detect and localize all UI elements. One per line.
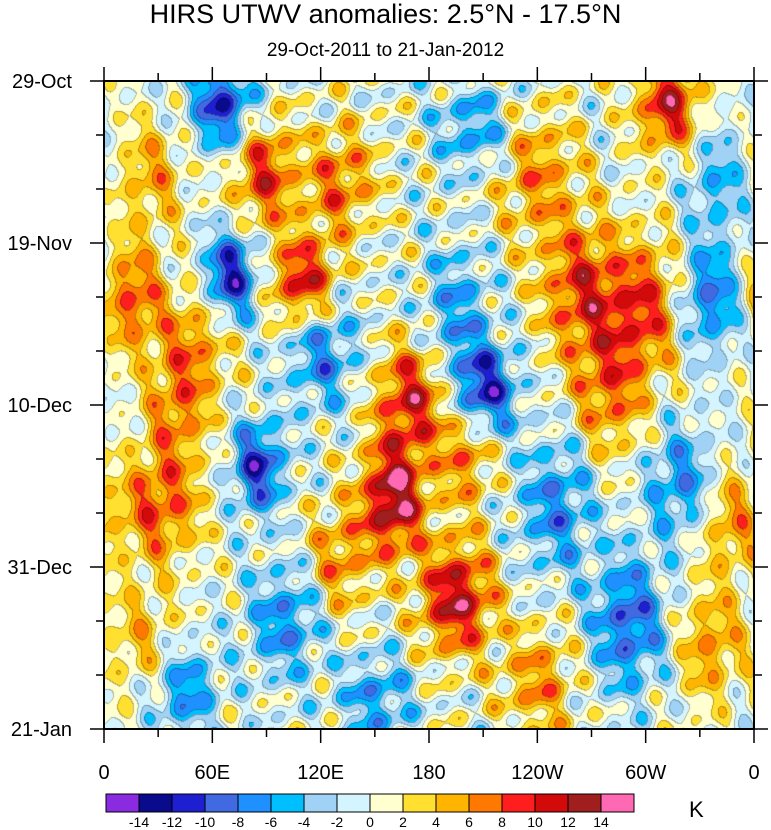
- colorbar-swatch: [369, 793, 404, 813]
- colorbar-swatch: [402, 793, 437, 813]
- x-tick-label: 60W: [625, 762, 666, 784]
- colorbar-level-label: -14: [129, 814, 149, 830]
- colorbar-level-label: 8: [498, 814, 506, 830]
- colorbar-level-label: 0: [366, 814, 374, 830]
- chart-title: HIRS UTWV anomalies: 2.5°N - 17.5°N: [149, 0, 622, 29]
- x-tick-label: 120W: [511, 762, 563, 784]
- colorbar-swatch: [204, 793, 239, 813]
- colorbar-swatch: [468, 793, 503, 813]
- colorbar-units: K: [689, 797, 704, 822]
- colorbar-swatch: [171, 793, 206, 813]
- colorbar-swatch: [138, 793, 173, 813]
- y-tick-label: 31-Dec: [8, 557, 72, 579]
- colorbar-swatch: [105, 793, 140, 813]
- y-tick-label: 29-Oct: [12, 71, 72, 93]
- colorbar-level-label: 6: [465, 814, 473, 830]
- axis-ticks: [90, 67, 768, 743]
- colorbar-level-label: 12: [560, 814, 576, 830]
- anomaly-heatmap: [104, 81, 754, 729]
- colorbar-swatch: [534, 793, 569, 813]
- y-tick-label: 10-Dec: [8, 395, 72, 417]
- x-tick-label: 0: [98, 762, 109, 784]
- colorbar-swatch: [567, 793, 602, 813]
- x-tick-label: 180: [412, 762, 445, 784]
- colorbar-level-label: -12: [162, 814, 182, 830]
- colorbar-swatch: [600, 793, 635, 813]
- colorbar-swatch: [270, 793, 305, 813]
- colorbar-swatch: [303, 793, 338, 813]
- colorbar-swatch: [435, 793, 470, 813]
- colorbar-swatch: [237, 793, 272, 813]
- colorbar-level-label: 4: [432, 814, 440, 830]
- y-tick-label: 19-Nov: [8, 233, 72, 255]
- colorbar-level-label: -2: [331, 814, 344, 830]
- colorbar-level-label: 2: [399, 814, 407, 830]
- x-tick-label: 0: [748, 762, 759, 784]
- x-tick-label: 120E: [297, 762, 344, 784]
- colorbar-swatch: [336, 793, 371, 813]
- chart-subtitle: 29-Oct-2011 to 21-Jan-2012: [266, 40, 505, 61]
- y-axis-labels: 29-Oct 19-Nov 10-Dec 31-Dec 21-Jan: [8, 71, 73, 741]
- colorbar-level-label: -8: [232, 814, 245, 830]
- colorbar-level-label: -6: [265, 814, 278, 830]
- x-axis-labels: 0 60E 120E 180 120W 60W 0: [98, 762, 759, 784]
- colorbar-swatch: [501, 793, 536, 813]
- colorbar: -14 -12 -10 -8 -6 -4 -2 0 2 4 6 8 10 12 14: [105, 793, 635, 830]
- x-tick-label: 60E: [195, 762, 231, 784]
- colorbar-level-label: -10: [195, 814, 215, 830]
- y-tick-label: 21-Jan: [11, 719, 72, 741]
- colorbar-level-label: -4: [298, 814, 311, 830]
- colorbar-level-label: 10: [527, 814, 543, 830]
- colorbar-level-label: 14: [593, 814, 609, 830]
